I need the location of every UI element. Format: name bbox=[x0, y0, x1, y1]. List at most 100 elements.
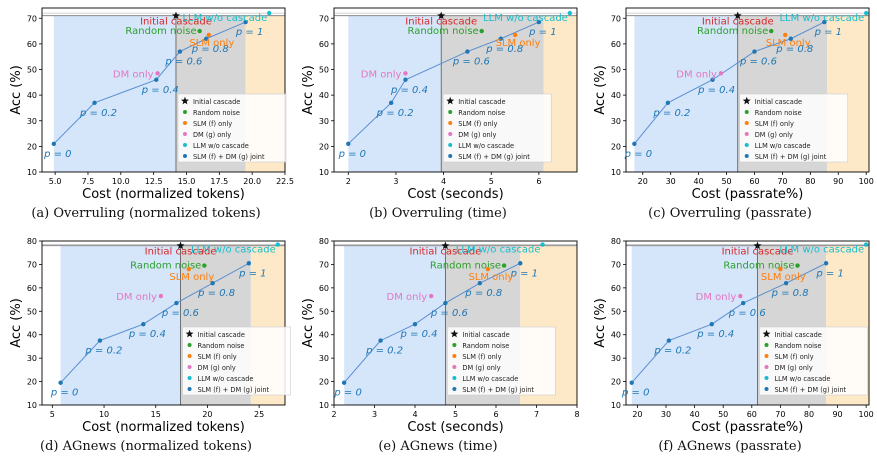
legend-item: Random noise bbox=[775, 342, 822, 350]
legend-item: SLM (f) + DM (g) joint bbox=[775, 386, 847, 394]
legend-item: LLM w/o cascade bbox=[458, 142, 514, 150]
joint-point bbox=[477, 280, 482, 286]
x-tick-label: 30 bbox=[666, 177, 676, 186]
joint-point-label: p = 0.4 bbox=[141, 85, 179, 96]
dm-only-label: DM only bbox=[676, 69, 717, 80]
joint-point bbox=[465, 49, 470, 54]
x-tick-label: 100 bbox=[859, 410, 874, 419]
x-tick-label: 17.5 bbox=[210, 177, 228, 186]
joint-point bbox=[632, 141, 637, 147]
y-tick-label: 50 bbox=[611, 66, 621, 75]
x-tick-label: 30 bbox=[661, 410, 671, 419]
legend-box bbox=[759, 326, 868, 396]
dm-only-marker bbox=[158, 293, 164, 299]
legend-marker bbox=[185, 329, 194, 338]
random-noise-marker bbox=[795, 263, 800, 268]
x-tick-label: 100 bbox=[859, 177, 874, 186]
joint-point-label: p = 0.4 bbox=[400, 329, 438, 340]
x-tick-label: 10.0 bbox=[112, 177, 130, 186]
y-tick-label: 60 bbox=[611, 284, 621, 293]
x-tick-label: 20 bbox=[638, 177, 648, 186]
chart-panel-a: 10 20 30 40 50 60 70 5.0 7.5 10.0 12.5 15.0 17.5 20.0… bbox=[9, 7, 294, 202]
joint-point bbox=[823, 261, 829, 266]
x-tick-label: 5.0 bbox=[49, 177, 62, 186]
joint-point bbox=[388, 100, 394, 106]
slm-only-marker bbox=[512, 32, 518, 38]
random-noise-label: Random noise bbox=[408, 26, 479, 37]
legend-marker bbox=[187, 354, 192, 358]
x-tick-label: 5 bbox=[453, 410, 458, 419]
legend-marker bbox=[448, 110, 453, 114]
joint-point bbox=[752, 49, 757, 54]
joint-point-label: p = 0.4 bbox=[696, 329, 734, 340]
y-tick-label: 10 bbox=[319, 401, 329, 410]
random-noise-label: Random noise bbox=[697, 26, 768, 37]
initial-cascade-marker bbox=[441, 241, 450, 250]
y-tick-label: 10 bbox=[27, 401, 37, 410]
joint-curve bbox=[343, 262, 521, 384]
joint-point-label: p = 0 bbox=[621, 388, 649, 399]
legend-item: Initial cascade bbox=[755, 98, 802, 106]
legend-item: DM (g) only bbox=[193, 131, 231, 139]
joint-point bbox=[518, 261, 523, 266]
legend-marker bbox=[762, 329, 771, 338]
initial-cascade-label: Initial cascade bbox=[722, 247, 794, 258]
joint-point-label: p = 0 bbox=[43, 149, 71, 160]
dm-only-marker bbox=[155, 71, 160, 76]
axes-frame bbox=[333, 7, 578, 173]
legend-marker bbox=[744, 110, 749, 114]
llm-label: LLM w/o cascade bbox=[779, 245, 864, 256]
legend-box bbox=[182, 326, 291, 396]
joint-curve bbox=[633, 21, 825, 145]
legend-marker bbox=[187, 343, 192, 347]
legend-item: Initial cascade bbox=[193, 98, 240, 106]
legend-item: SLM (f) only bbox=[755, 120, 794, 128]
initial-cascade-marker bbox=[171, 11, 180, 20]
joint-point-label: p = 0.6 bbox=[164, 57, 202, 68]
legend-marker bbox=[452, 343, 457, 347]
x-tick-label: 4 bbox=[441, 177, 446, 186]
y-tick-label: 40 bbox=[319, 331, 329, 340]
legend-item: DM (g) only bbox=[775, 364, 813, 372]
legend-item: SLM (f) only bbox=[198, 353, 237, 361]
y-tick-label: 20 bbox=[611, 142, 621, 151]
y-tick-label: 80 bbox=[319, 237, 329, 246]
x-axis-label: Cost (passrate%) bbox=[692, 420, 804, 435]
legend-item: Random noise bbox=[755, 109, 802, 117]
y-tick-label: 20 bbox=[319, 378, 329, 387]
legend-item: Random noise bbox=[198, 342, 245, 350]
random-noise-marker bbox=[197, 28, 202, 34]
legend-item: SLM (f) only bbox=[193, 120, 232, 128]
axes-frame bbox=[41, 7, 286, 173]
joint-curve bbox=[60, 262, 250, 384]
x-tick-label: 4 bbox=[412, 410, 417, 419]
joint-point-label: p = 0.4 bbox=[697, 85, 735, 96]
legend-marker bbox=[452, 354, 457, 358]
joint-point-label: p = 0 bbox=[624, 149, 652, 160]
joint-point-label: p = 0.6 bbox=[430, 308, 468, 319]
y-tick-label: 20 bbox=[27, 142, 37, 151]
joint-point-label: p = 0.6 bbox=[452, 57, 490, 68]
chart-panel-c: 10 20 30 40 50 60 70 20 30 40 50 60 70 80 90 100 Cost (p… bbox=[593, 7, 874, 202]
x-tick-label: 90 bbox=[833, 177, 843, 186]
y-tick-label: 70 bbox=[611, 14, 621, 23]
initial-cascade-label: Initial cascade bbox=[409, 247, 481, 258]
legend-marker bbox=[182, 110, 187, 114]
region-below-initial bbox=[344, 245, 446, 405]
legend-box bbox=[177, 93, 287, 163]
joint-point bbox=[97, 338, 103, 343]
x-axis-label: Cost (seconds) bbox=[407, 420, 503, 435]
slm-only-label: SLM only bbox=[761, 272, 806, 283]
joint-point-label: p = 0.8 bbox=[485, 44, 523, 55]
slm-only-marker bbox=[778, 266, 783, 272]
random-noise-marker bbox=[501, 263, 507, 268]
y-tick-label: 20 bbox=[319, 142, 329, 151]
y-tick-label: 20 bbox=[27, 378, 37, 387]
legend-item: LLM w/o cascade bbox=[198, 375, 254, 383]
region-below-initial bbox=[631, 245, 758, 405]
y-axis-label: Acc (%) bbox=[9, 298, 24, 348]
initial-cascade-label: Initial cascade bbox=[145, 247, 217, 258]
joint-point-label: p = 0.6 bbox=[739, 57, 777, 68]
legend-item: SLM (f) + DM (g) joint bbox=[193, 153, 265, 161]
